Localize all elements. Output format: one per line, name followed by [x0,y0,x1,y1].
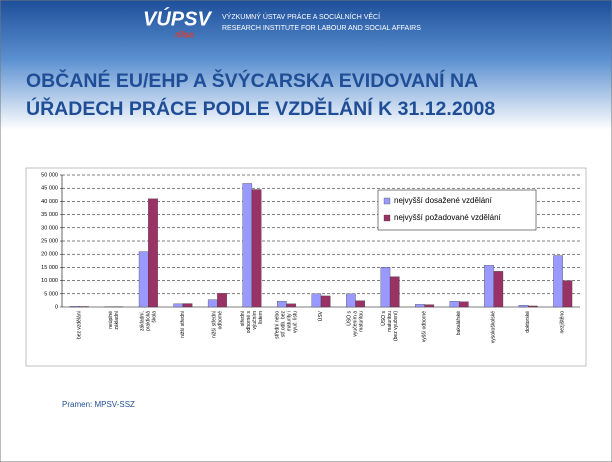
y-tick-label: 20 000 [41,252,58,258]
bar [415,304,425,308]
bar [79,306,89,308]
x-tick-label: vyšší odborné [422,311,428,342]
bar [311,293,322,308]
bar [182,303,193,308]
x-tick-label: neúplné základní [108,310,120,331]
source: Pramen: MPSV-SSZ [62,400,135,409]
legend-label: nejvyšší dosažené vzdělání [394,196,493,205]
x-tick-label: nižší střední odborné [212,310,224,338]
x-tick-label: nižší střední [180,310,186,338]
bar [286,303,296,308]
bar [138,251,149,308]
y-tick-label: 50 000 [41,172,58,178]
bar [69,306,80,308]
y-tick-label: 30 000 [41,225,58,231]
y-tick-label: 5 000 [44,291,58,297]
logo-sub: rilsa [175,29,194,39]
bar [484,265,494,308]
bar [518,305,529,308]
bar [207,299,218,308]
x-tick-label: bez vzdělání [77,310,83,339]
y-tick-label: 45 000 [41,186,58,192]
bar [389,276,400,308]
bar [424,304,435,308]
title-line: ÚŘADECH PRÁCE PODLE VZDĚLÁNÍ K 31.12.200… [26,96,495,120]
y-tick-label: 10 000 [41,278,58,284]
logo: VÚPSV [143,6,212,30]
y-tick-label: 25 000 [41,238,58,244]
institute-en: RESEARCH INSTITUTE FOR LABOUR AND SOCIAL… [222,25,421,32]
legend-swatch [383,197,391,205]
institute-cz: VÝZKUMNÝ ÚSTAV PRÁCE A SOCIÁLNÍCH VĚCÍ [222,12,380,21]
bar [173,303,184,308]
x-tick-label: ÚSO s maturitou (bez vyučení) [380,311,399,343]
x-tick-label: nezjištěno [560,311,566,334]
x-tick-label: základní, praktická škola [140,311,158,333]
bar [320,295,331,308]
x-tick-label: doktorské [526,311,532,333]
x-tick-label: střední nebo stř.odb. bez maturity i vyu… [275,311,299,339]
bar [242,183,253,308]
bar [380,267,391,308]
x-tick-label: střední odborné s výučním listem [240,310,264,334]
header-band [0,0,612,130]
y-tick-label: 35 000 [41,212,58,218]
title-line: OBČANÉ EU/EHP A ŠVÝCARSKA EVIDOVANÍ NA [26,68,478,92]
bar [493,271,504,308]
x-tick-label: ÚSO s vyučením a maturitou [346,311,365,338]
bar [217,293,227,308]
x-tick-label: vysokoškolské [491,311,497,343]
x-tick-label: ÚSV [317,310,324,321]
bar [355,300,366,308]
bar [562,280,573,308]
legend-box [377,189,537,231]
y-tick-label: 0 [55,304,58,310]
x-tick-label: bakalářské [456,311,462,335]
y-tick-label: 40 000 [41,199,58,205]
bar [449,301,460,308]
legend-swatch [383,214,391,222]
bar [528,305,538,308]
legend-label: nejvyšší požadované vzdělání [394,213,502,222]
bar [553,255,563,308]
bar [346,293,356,308]
bar [251,189,262,308]
bar [148,198,158,308]
bar [458,301,469,308]
bar [276,301,287,308]
y-tick-label: 15 000 [41,265,58,271]
